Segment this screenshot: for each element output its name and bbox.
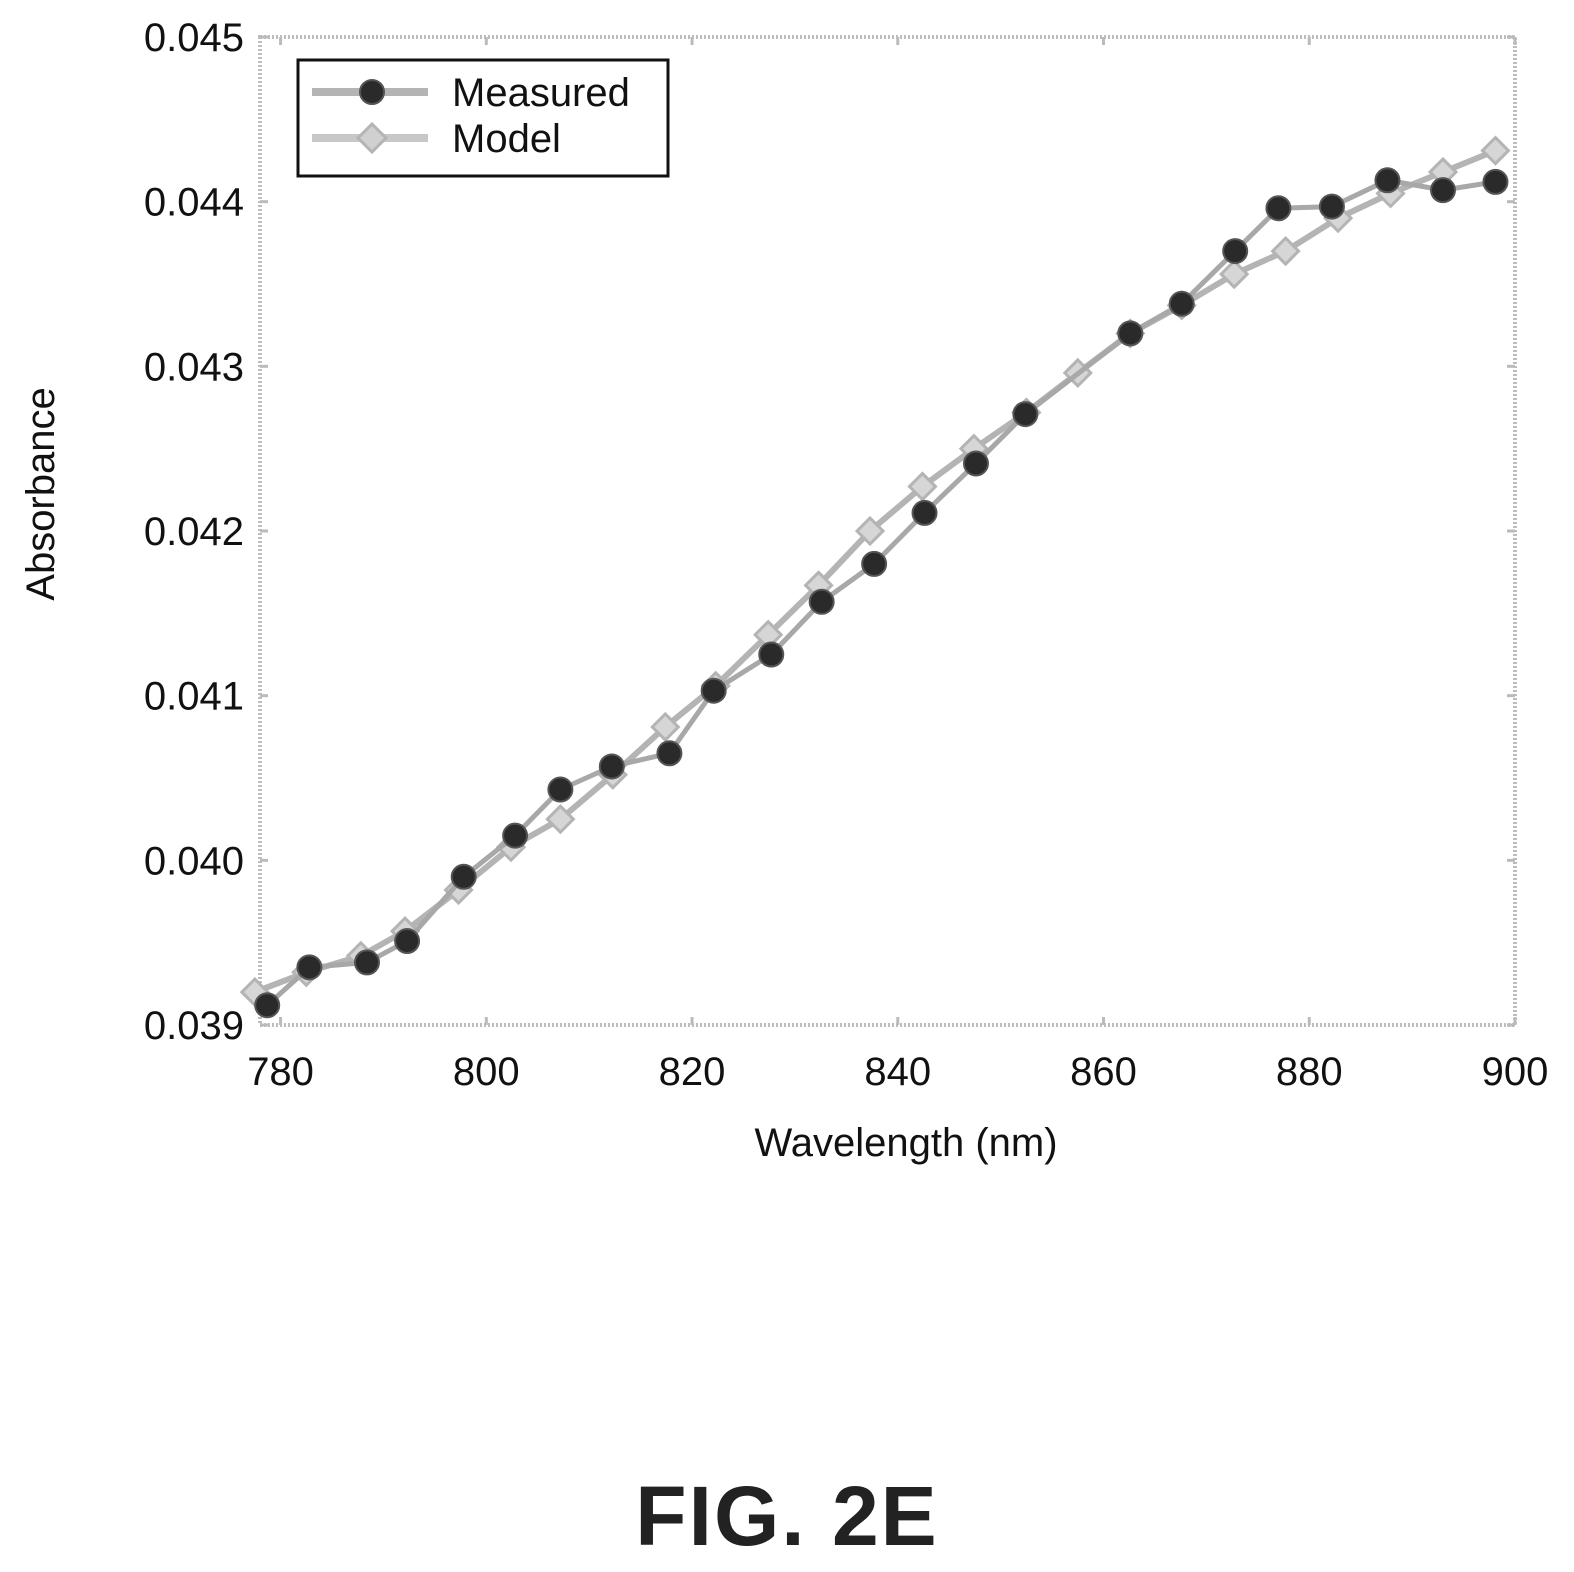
x-axis-title: Wavelength (nm) xyxy=(754,1121,1057,1165)
measured-point xyxy=(1265,195,1292,222)
measured-point xyxy=(1482,168,1509,195)
x-tick-label: 820 xyxy=(659,1050,726,1094)
series-layer xyxy=(239,135,1511,1019)
model-point xyxy=(650,711,681,743)
figure-label: FIG. 2E xyxy=(635,1469,939,1563)
measured-point xyxy=(547,776,574,803)
measured-point xyxy=(502,822,529,849)
x-tick-label: 780 xyxy=(247,1050,314,1094)
measured-point xyxy=(450,863,477,890)
x-tick-label: 900 xyxy=(1482,1050,1549,1094)
measured-point xyxy=(1222,238,1249,265)
model-point xyxy=(1219,258,1250,290)
model-point xyxy=(545,804,576,835)
measured-series-line xyxy=(265,177,1496,1008)
x-tick-label: 880 xyxy=(1276,1050,1343,1094)
y-tick-label: 0.042 xyxy=(144,510,244,554)
x-tick-label: 860 xyxy=(1070,1050,1137,1094)
measured-point xyxy=(1168,290,1195,317)
legend: Measured Model xyxy=(296,58,670,178)
measured-point xyxy=(598,753,625,780)
y-tick-label: 0.044 xyxy=(144,181,244,225)
legend-box xyxy=(296,58,670,178)
model-point xyxy=(907,471,938,502)
x-tick-label: 800 xyxy=(453,1050,520,1094)
measured-point xyxy=(1318,193,1345,220)
plot-frame xyxy=(258,35,1517,1027)
measured-point xyxy=(911,499,938,526)
measured-point xyxy=(861,550,888,577)
legend-marker-model xyxy=(355,121,389,155)
y-tick-label: 0.040 xyxy=(144,839,244,883)
measured-point xyxy=(758,641,785,668)
y-tick-label: 0.041 xyxy=(144,675,244,719)
plot-area xyxy=(258,35,1517,1027)
legend-label-model: Model xyxy=(452,117,561,161)
y-tick-label: 0.045 xyxy=(144,16,244,60)
legend-label-measured: Measured xyxy=(452,71,630,115)
model-point xyxy=(1480,135,1511,166)
model-point xyxy=(854,515,886,547)
y-tick-label: 0.039 xyxy=(144,1004,244,1048)
y-tick-label: 0.043 xyxy=(144,345,244,389)
model-point xyxy=(1270,235,1301,267)
measured-point xyxy=(353,949,380,976)
measured-point xyxy=(1374,167,1401,194)
measured-point xyxy=(1012,401,1039,428)
measured-point xyxy=(1429,177,1456,204)
x-tick-label: 840 xyxy=(864,1050,931,1094)
axis-ticks: 780 800 820 840 860 880 900 0.039 0.040 0.041 0.04… xyxy=(144,16,1548,1094)
measured-point xyxy=(700,677,727,704)
y-axis-title: Absorbance xyxy=(19,387,63,600)
measured-point xyxy=(296,954,323,981)
measured-point xyxy=(808,588,835,615)
measured-point xyxy=(962,450,989,477)
measured-point xyxy=(1117,320,1144,347)
measured-point xyxy=(656,740,683,767)
measured-point xyxy=(254,992,281,1019)
legend-marker-measured xyxy=(359,79,385,105)
measured-point xyxy=(394,928,421,955)
